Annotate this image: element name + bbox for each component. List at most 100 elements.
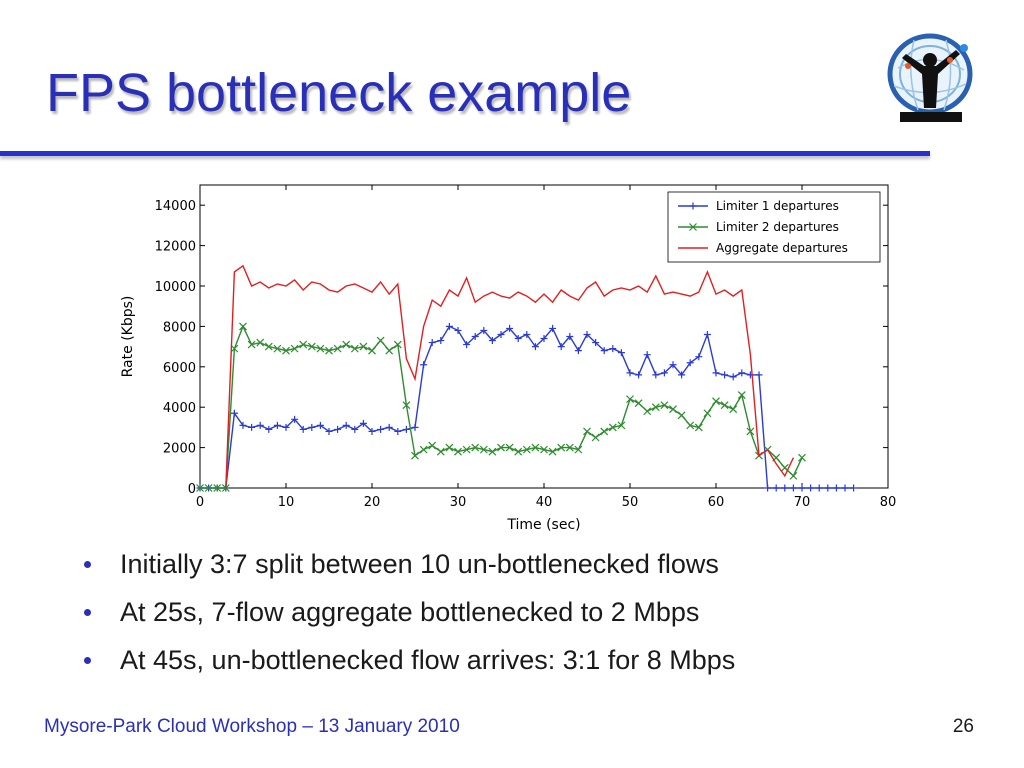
- data-point: [798, 484, 806, 492]
- data-point: [213, 484, 222, 492]
- data-point: [695, 353, 703, 361]
- y-tick-label: 12000: [155, 240, 196, 255]
- data-point: [540, 335, 548, 343]
- x-tick-label: 40: [536, 495, 553, 510]
- data-point: [368, 346, 376, 355]
- data-point: [282, 346, 290, 355]
- data-point: [436, 447, 445, 456]
- data-point: [256, 421, 264, 429]
- data-point: [256, 338, 265, 347]
- data-point: [824, 484, 832, 492]
- data-point: [807, 484, 815, 492]
- data-point: [548, 447, 557, 456]
- data-point: [333, 344, 342, 353]
- data-point: [479, 445, 488, 454]
- bullet-list: Initially 3:7 split between 10 un-bottle…: [80, 545, 735, 689]
- data-point: [781, 484, 789, 492]
- data-point: [385, 423, 393, 431]
- data-point: [316, 344, 325, 353]
- data-point: [368, 427, 376, 435]
- data-point: [437, 337, 445, 345]
- data-point: [402, 425, 410, 433]
- data-point: [841, 484, 849, 492]
- x-tick-label: 70: [794, 495, 811, 510]
- x-tick-label: 60: [708, 495, 725, 510]
- legend-label: Limiter 2 departures: [716, 220, 839, 234]
- data-point: [325, 346, 333, 355]
- data-point: [652, 371, 660, 379]
- data-point: [350, 344, 359, 353]
- footer-date: – 13 January 2010: [297, 716, 460, 737]
- data-point: [729, 405, 738, 414]
- data-point: [359, 419, 367, 427]
- x-tick-label: 20: [364, 495, 381, 510]
- data-point: [531, 443, 540, 452]
- data-point: [393, 340, 402, 349]
- data-point: [608, 423, 617, 432]
- series-2: [196, 322, 806, 492]
- data-point: [686, 421, 695, 430]
- data-point: [488, 337, 496, 345]
- data-point: [574, 445, 583, 454]
- slide-title: FPS bottleneck example: [46, 63, 632, 123]
- page-number: 26: [952, 716, 974, 737]
- data-point: [419, 445, 428, 454]
- data-point: [557, 343, 565, 351]
- data-point: [463, 341, 471, 349]
- data-point: [204, 484, 213, 492]
- data-point: [428, 441, 437, 450]
- data-point: [196, 484, 204, 492]
- data-point: [471, 443, 480, 452]
- footer-workshop-name: Mysore-Park Cloud Workshop: [44, 716, 298, 737]
- data-point: [497, 330, 505, 338]
- data-point: [694, 423, 703, 432]
- data-point: [402, 401, 411, 410]
- data-point: [591, 433, 600, 442]
- data-point: [342, 421, 350, 429]
- data-point: [445, 322, 453, 330]
- data-point: [651, 403, 660, 412]
- data-point: [290, 344, 299, 353]
- data-point: [669, 361, 677, 369]
- bullet-item: At 45s, un-bottlenecked flow arrives: 3:…: [80, 641, 735, 689]
- data-point: [721, 371, 729, 379]
- data-point: [789, 484, 797, 492]
- data-point: [454, 326, 462, 334]
- data-point: [385, 346, 394, 355]
- y-tick-label: 8000: [163, 320, 196, 335]
- data-point: [522, 445, 531, 454]
- data-point: [592, 339, 600, 347]
- x-tick-label: 80: [880, 495, 897, 510]
- bullet-item: Initially 3:7 split between 10 un-bottle…: [80, 545, 735, 593]
- data-point: [239, 322, 247, 331]
- bullet-dot-icon: [84, 609, 91, 616]
- data-point: [832, 484, 840, 492]
- data-point: [703, 409, 712, 418]
- data-point: [514, 335, 522, 343]
- data-point: [583, 330, 591, 338]
- data-point: [712, 369, 720, 377]
- data-point: [565, 443, 574, 452]
- data-point: [617, 421, 626, 430]
- data-point: [677, 411, 686, 420]
- series-line: [225, 264, 795, 489]
- data-point: [626, 395, 634, 404]
- data-point: [394, 427, 402, 435]
- rate-chart: 0 10 20 30 40 50 60 70 80 0 2000 4000 6000 8000 10000 1…: [120, 184, 897, 533]
- data-point: [626, 369, 634, 377]
- data-point: [334, 425, 342, 433]
- data-point: [712, 397, 720, 406]
- data-point: [342, 340, 351, 349]
- x-tick-label: 10: [278, 495, 295, 510]
- data-point: [316, 421, 324, 429]
- title-underline: [0, 151, 930, 156]
- data-point: [635, 371, 643, 379]
- data-point: [600, 347, 608, 355]
- bullet-dot-icon: [84, 561, 91, 568]
- data-point: [737, 391, 746, 400]
- data-point: [798, 453, 806, 462]
- data-point: [273, 344, 282, 353]
- data-point: [247, 340, 256, 349]
- data-point: [282, 423, 290, 431]
- data-point: [850, 484, 858, 492]
